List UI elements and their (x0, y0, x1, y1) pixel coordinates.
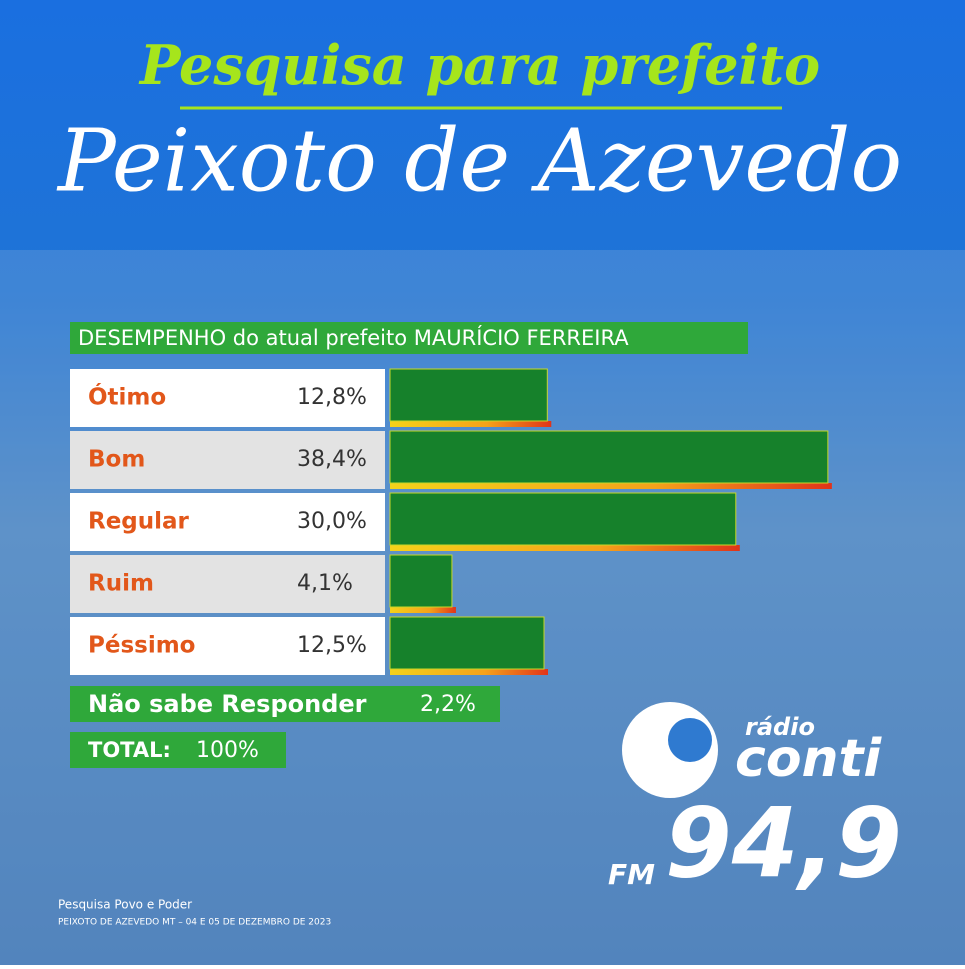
extra-value: 2,2% (420, 692, 476, 717)
bar (389, 554, 453, 608)
bar-underline (390, 669, 548, 675)
bar (389, 368, 548, 422)
total-box (70, 732, 286, 768)
extra-label: Não sabe Responder (88, 690, 367, 718)
bar (389, 430, 829, 484)
subtitle-box (70, 322, 748, 354)
footer-source: Pesquisa Povo e Poder (58, 898, 192, 912)
label-box (70, 431, 385, 489)
footer-details: PEIXOTO DE AZEVEDO MT – 04 E 05 DE DEZEM… (58, 918, 331, 928)
logo-band: FM (608, 858, 655, 891)
logo-mark-cut (668, 718, 712, 762)
value-label: 38,4% (297, 447, 367, 472)
city-title: Peixoto de Azevedo (56, 112, 902, 212)
bar-underline (390, 607, 456, 613)
value-label: 12,5% (297, 633, 367, 658)
bar (389, 616, 545, 670)
category-label: Regular (88, 509, 190, 535)
bar (389, 492, 737, 546)
title: Pesquisa para prefeito (138, 33, 820, 97)
rows: Ótimo 12,8% Bom 38,4% Regular 30,0% Ruim 4,1% Pé… (70, 368, 832, 675)
extra-box (70, 686, 500, 722)
label-box (70, 369, 385, 427)
value-label: 12,8% (297, 385, 367, 410)
subtitle: DESEMPENHO do atual prefeito MAURÍCIO FE… (78, 325, 629, 350)
bar-underline (390, 421, 552, 427)
bar-underline (390, 545, 740, 551)
logo-name: conti (735, 729, 882, 789)
logo-frequency: 94,9 (665, 787, 902, 899)
value-label: 30,0% (297, 509, 367, 534)
value-label: 4,1% (297, 571, 353, 596)
label-box (70, 493, 385, 551)
total-label: TOTAL: (88, 738, 171, 762)
total-value: 100% (196, 738, 259, 763)
label-box (70, 555, 385, 613)
category-label: Péssimo (88, 633, 196, 659)
logo-small: rádio (745, 713, 815, 741)
label-box (70, 617, 385, 675)
category-label: Bom (88, 447, 145, 473)
category-label: Ruim (88, 571, 154, 597)
category-label: Ótimo (88, 383, 166, 411)
bar-underline (390, 483, 832, 489)
